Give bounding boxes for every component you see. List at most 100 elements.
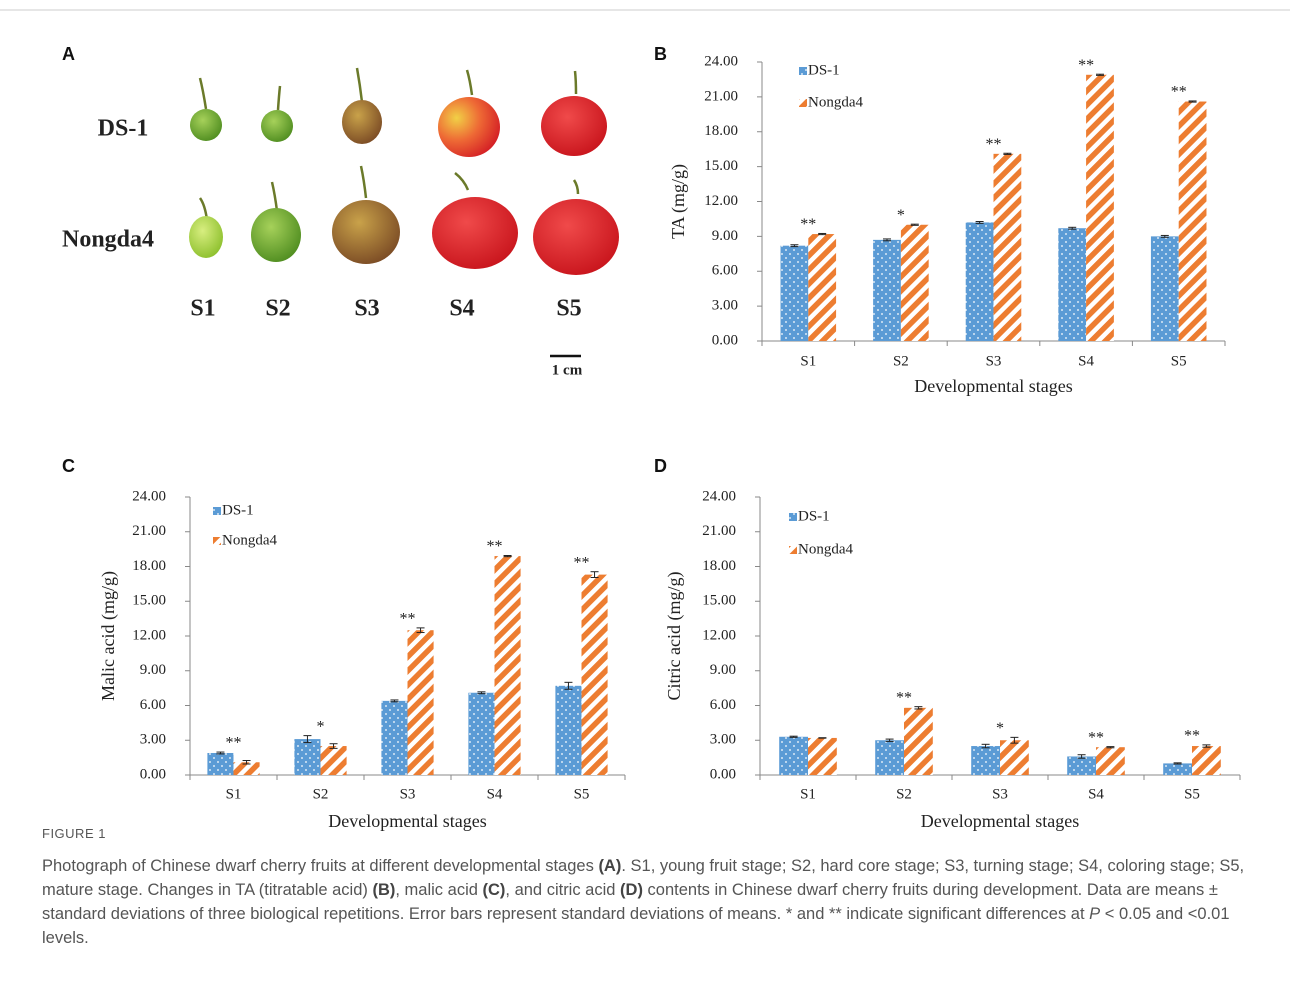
significance-label: * — [317, 718, 325, 735]
y-tick-label: 6.00 — [710, 697, 736, 713]
significance-label: ** — [487, 538, 503, 555]
legend-label: DS-1 — [798, 508, 830, 524]
bar — [582, 575, 608, 775]
significance-label: ** — [986, 136, 1002, 153]
y-tick-label: 18.00 — [704, 123, 738, 139]
legend-swatch — [213, 507, 221, 515]
row-label: DS-1 — [98, 116, 149, 142]
x-tick-label: S5 — [1171, 353, 1187, 369]
significance-label: ** — [400, 611, 416, 628]
caption-part: , and citric acid — [505, 881, 620, 899]
y-tick-label: 9.00 — [140, 662, 166, 678]
bar — [808, 234, 836, 341]
significance-label: ** — [1088, 729, 1104, 746]
caption-part: (D) — [620, 881, 643, 899]
y-tick-label: 3.00 — [712, 298, 738, 314]
caption: FIGURE 1 Photograph of Chinese dwarf che… — [42, 826, 1257, 950]
caption-part: P — [1089, 905, 1100, 923]
bar — [1096, 747, 1125, 775]
error-bar — [477, 692, 485, 694]
y-tick-label: 12.00 — [704, 193, 738, 209]
y-tick-label: 21.00 — [132, 523, 166, 539]
error-bar — [790, 245, 798, 247]
bar — [468, 693, 494, 775]
fruit-bodies — [189, 96, 619, 275]
bar — [495, 556, 521, 775]
y-tick-label: 0.00 — [712, 332, 738, 348]
y-tick-label: 15.00 — [702, 593, 736, 609]
bar — [1067, 756, 1096, 775]
caption-part: (C) — [483, 881, 506, 899]
bar — [904, 708, 933, 775]
x-tick-label: S3 — [986, 353, 1002, 369]
legend-swatch — [799, 67, 807, 75]
bar — [1000, 740, 1029, 775]
y-tick-label: 21.00 — [704, 88, 738, 104]
y-axis-title: Malic acid (mg/g) — [98, 571, 119, 701]
bar — [873, 240, 901, 341]
caption-part: Photograph of Chinese dwarf cherry fruit… — [42, 857, 598, 875]
bar — [971, 746, 1000, 775]
significance-label: * — [897, 207, 905, 224]
y-tick-label: 18.00 — [702, 558, 736, 574]
panel-label: B — [654, 44, 667, 64]
significance-label: ** — [1184, 728, 1200, 745]
x-tick-label: S1 — [800, 786, 816, 802]
bar — [901, 225, 929, 341]
stage-label: S3 — [354, 296, 379, 322]
significance-label: * — [996, 720, 1004, 737]
y-tick-label: 3.00 — [710, 732, 736, 748]
error-bar — [883, 239, 891, 241]
error-bar — [1068, 227, 1076, 229]
bar — [321, 746, 347, 775]
bar — [408, 630, 434, 775]
y-tick-label: 15.00 — [704, 158, 738, 174]
figure-label: FIGURE 1 — [42, 826, 1257, 841]
stage-label: S2 — [265, 296, 290, 322]
figure: A DS-1 Nongda4 S1 S2 S3 S4 S5 1 cm B0.00… — [0, 0, 1290, 840]
fruits — [200, 68, 578, 220]
x-tick-label: S4 — [487, 786, 503, 802]
legend-label: Nongda4 — [808, 94, 863, 110]
bar — [781, 246, 809, 341]
stage-label: S4 — [449, 296, 474, 322]
bar — [207, 753, 233, 775]
legend-label: DS-1 — [808, 62, 840, 78]
x-tick-label: S4 — [1078, 353, 1094, 369]
caption-part: (B) — [372, 881, 395, 899]
bar — [555, 686, 581, 775]
caption-part: , malic acid — [395, 881, 482, 899]
y-tick-label: 15.00 — [132, 593, 166, 609]
significance-label: ** — [1078, 57, 1094, 74]
caption-part: (A) — [598, 857, 621, 875]
bar — [1058, 228, 1086, 341]
legend-label: DS-1 — [222, 502, 254, 518]
x-tick-label: S1 — [226, 786, 242, 802]
panel-label: C — [62, 456, 75, 476]
error-bar — [976, 221, 984, 223]
y-axis-title: TA (mg/g) — [668, 164, 689, 239]
significance-label: ** — [226, 735, 242, 752]
significance-label: ** — [1171, 84, 1187, 101]
y-tick-label: 3.00 — [140, 732, 166, 748]
significance-label: ** — [800, 216, 816, 233]
bar — [381, 701, 407, 775]
x-axis-title: Developmental stages — [914, 376, 1072, 396]
panel-label: D — [654, 456, 667, 476]
bar — [966, 222, 994, 341]
bar — [1086, 75, 1114, 341]
y-tick-label: 0.00 — [710, 766, 736, 782]
y-tick-label: 9.00 — [710, 662, 736, 678]
legend-swatch — [789, 513, 797, 521]
bar — [1179, 102, 1207, 341]
bar — [1151, 236, 1179, 341]
y-tick-label: 24.00 — [132, 488, 166, 504]
significance-label: ** — [896, 689, 912, 706]
panel-label: A — [62, 44, 75, 64]
y-tick-label: 0.00 — [140, 766, 166, 782]
x-tick-label: S2 — [313, 786, 329, 802]
x-tick-label: S1 — [800, 353, 816, 369]
x-tick-label: S5 — [574, 786, 590, 802]
legend-swatch — [799, 99, 807, 107]
bar — [808, 738, 837, 775]
